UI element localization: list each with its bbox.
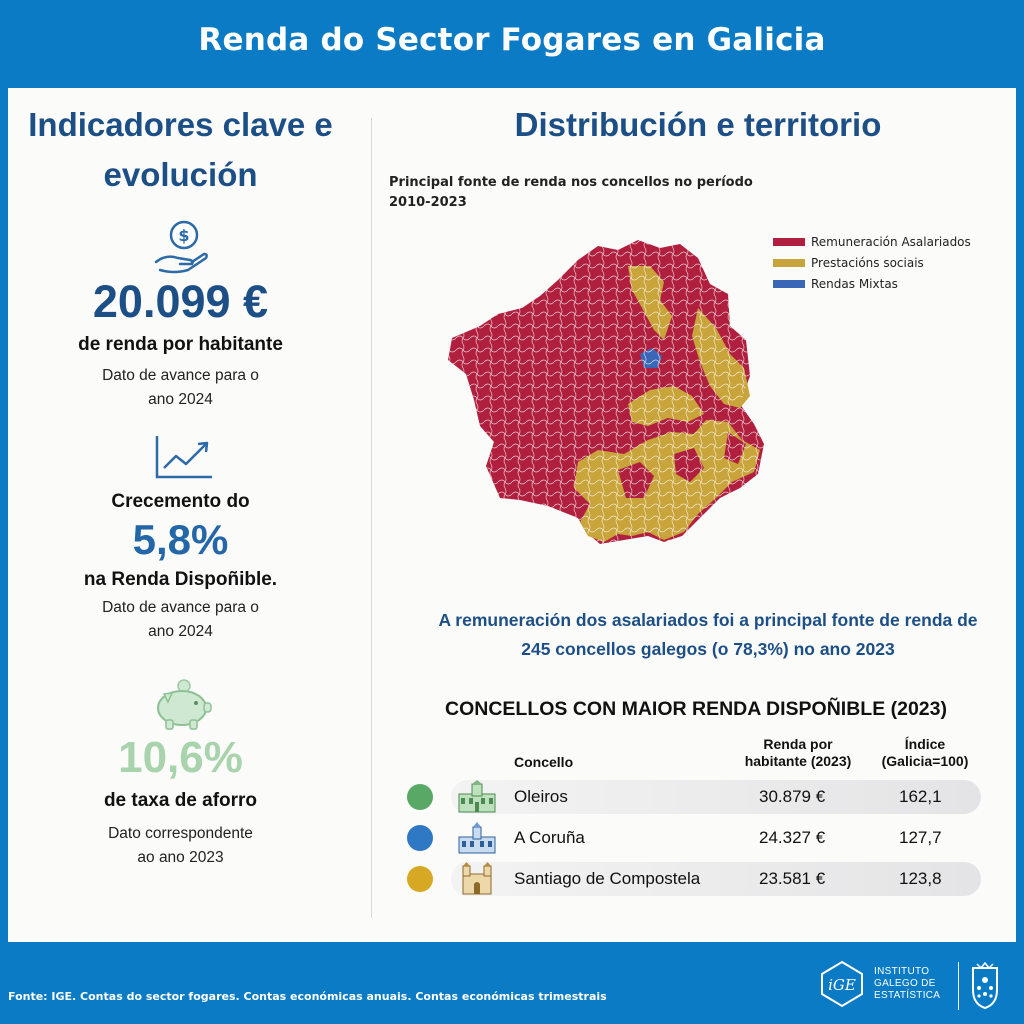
crecemento-value: 5,8% bbox=[132, 516, 229, 563]
crecemento-label: na Renda Dispoñible. bbox=[83, 569, 278, 590]
building-green-icon bbox=[458, 780, 496, 813]
ige-logo-text: INSTITUTO GALEGO DE ESTATÍSTICA bbox=[874, 966, 940, 1002]
map-caption-line-2: 2010-2023 bbox=[389, 195, 467, 210]
renda-habitante-value: 20.099 € bbox=[92, 276, 269, 327]
svg-text:$: $ bbox=[178, 226, 189, 245]
map-summary-line-2: 245 concellos galegos (o 78,3%) no ano 2… bbox=[521, 639, 895, 659]
map-summary: A remuneración dos asalariados foi a pri… bbox=[403, 606, 1013, 664]
page-title: Renda do Sector Fogares en Galicia bbox=[198, 22, 826, 58]
column-divider bbox=[371, 118, 372, 918]
left-section-title: Indicadores clave e evolución bbox=[28, 106, 333, 193]
row-bar bbox=[451, 780, 981, 814]
table-row: Oleiros 30.879 € 162,1 bbox=[403, 780, 1003, 814]
renda-habitante-label: de renda por habitante bbox=[78, 334, 283, 355]
map-caption-line-1: Principal fonte de renda nos concellos n… bbox=[389, 175, 753, 190]
row-indice: 123,8 bbox=[899, 869, 942, 888]
table-header-renda-line-2: habitante (2023) bbox=[744, 753, 852, 769]
logo-separator bbox=[958, 962, 959, 1010]
xunta-coat-of-arms-icon bbox=[972, 962, 998, 1010]
legend-label-mixtas: Rendas Mixtas bbox=[811, 276, 898, 291]
right-section-title: Distribución e territorio bbox=[514, 106, 882, 143]
ige-logo-line-2: GALEGO DE bbox=[874, 978, 936, 989]
row-renda: 30.879 € bbox=[759, 787, 826, 806]
legend-swatch-mixtas bbox=[773, 279, 805, 288]
crecemento-note-2: ano 2024 bbox=[148, 623, 213, 640]
building-blue-icon bbox=[458, 822, 496, 854]
row-renda: 24.327 € bbox=[759, 828, 826, 847]
content-panel: Indicadores clave e evolución $ 20.099 €… bbox=[8, 88, 1016, 942]
legend-item-mixtas: Rendas Mixtas bbox=[773, 273, 971, 294]
trend-up-chart-icon bbox=[155, 436, 212, 479]
table-header-renda: Renda por habitante (2023) bbox=[733, 736, 863, 770]
legend-label-asalariados: Remuneración Asalariados bbox=[811, 234, 971, 249]
taxa-aforro-note-2: ao ano 2023 bbox=[137, 849, 224, 866]
taxa-aforro-label: de taxa de aforro bbox=[103, 790, 258, 811]
ige-logo-mark: iGE bbox=[828, 976, 856, 994]
legend-label-prestacions: Prestacións sociais bbox=[811, 255, 924, 270]
piggy-bank-icon bbox=[157, 679, 212, 730]
row-indice: 162,1 bbox=[899, 787, 942, 806]
galicia-concellos-map bbox=[448, 240, 764, 544]
taxa-aforro-value: 10,6% bbox=[118, 733, 243, 782]
row-color-dot bbox=[407, 825, 433, 851]
header-bar: Renda do Sector Fogares en Galicia bbox=[0, 0, 1024, 86]
row-concello: Santiago de Compostela bbox=[514, 869, 701, 888]
table-row: Santiago de Compostela 23.581 € 123,8 bbox=[403, 862, 1003, 896]
row-concello: A Coruña bbox=[514, 828, 585, 847]
map-legend: Remuneración Asalariados Prestacións soc… bbox=[773, 231, 971, 294]
row-concello: Oleiros bbox=[514, 787, 568, 806]
ige-logo-icon: iGE bbox=[821, 960, 863, 1008]
table-header-indice-line-2: (Galicia=100) bbox=[881, 753, 969, 769]
cathedral-icon bbox=[462, 862, 492, 895]
table-title: CONCELLOS CON MAIOR RENDA DISPOÑIBLE (20… bbox=[445, 698, 947, 720]
legend-swatch-prestacions bbox=[773, 258, 805, 267]
table-header-renda-line-1: Renda por bbox=[763, 736, 833, 752]
legend-swatch-asalariados bbox=[773, 237, 805, 246]
legend-item-prestacions: Prestacións sociais bbox=[773, 252, 971, 273]
row-color-dot bbox=[407, 784, 433, 810]
table-header-indice: Índice (Galicia=100) bbox=[872, 736, 978, 770]
ige-logo-line-1: INSTITUTO bbox=[874, 966, 930, 977]
table-header-concello: Concello bbox=[514, 754, 574, 770]
legend-item-asalariados: Remuneración Asalariados bbox=[773, 231, 971, 252]
map-caption: Principal fonte de renda nos concellos n… bbox=[389, 173, 789, 213]
table-header-indice-line-1: Índice bbox=[904, 736, 946, 752]
row-indice: 127,7 bbox=[899, 828, 942, 847]
source-footer: Fonte: IGE. Contas do sector fogares. Co… bbox=[8, 990, 607, 1003]
row-renda: 23.581 € bbox=[759, 869, 826, 888]
row-bar bbox=[451, 862, 981, 896]
map-municipality-borders bbox=[448, 240, 764, 544]
crecemento-note-1: Dato de avance para o bbox=[102, 599, 259, 616]
taxa-aforro-note-1: Dato correspondente bbox=[108, 825, 253, 842]
ige-logo-line-3: ESTATÍSTICA bbox=[874, 990, 941, 1001]
renda-habitante-note-1: Dato de avance para o bbox=[102, 367, 259, 384]
crecemento-label-top: Crecemento do bbox=[111, 491, 250, 512]
table-row: A Coruña 24.327 € 127,7 bbox=[403, 821, 1003, 855]
row-color-dot bbox=[407, 866, 433, 892]
money-hand-icon: $ bbox=[154, 220, 208, 274]
map-summary-line-1: A remuneración dos asalariados foi a pri… bbox=[438, 610, 978, 630]
renda-habitante-note-2: ano 2024 bbox=[148, 391, 213, 408]
